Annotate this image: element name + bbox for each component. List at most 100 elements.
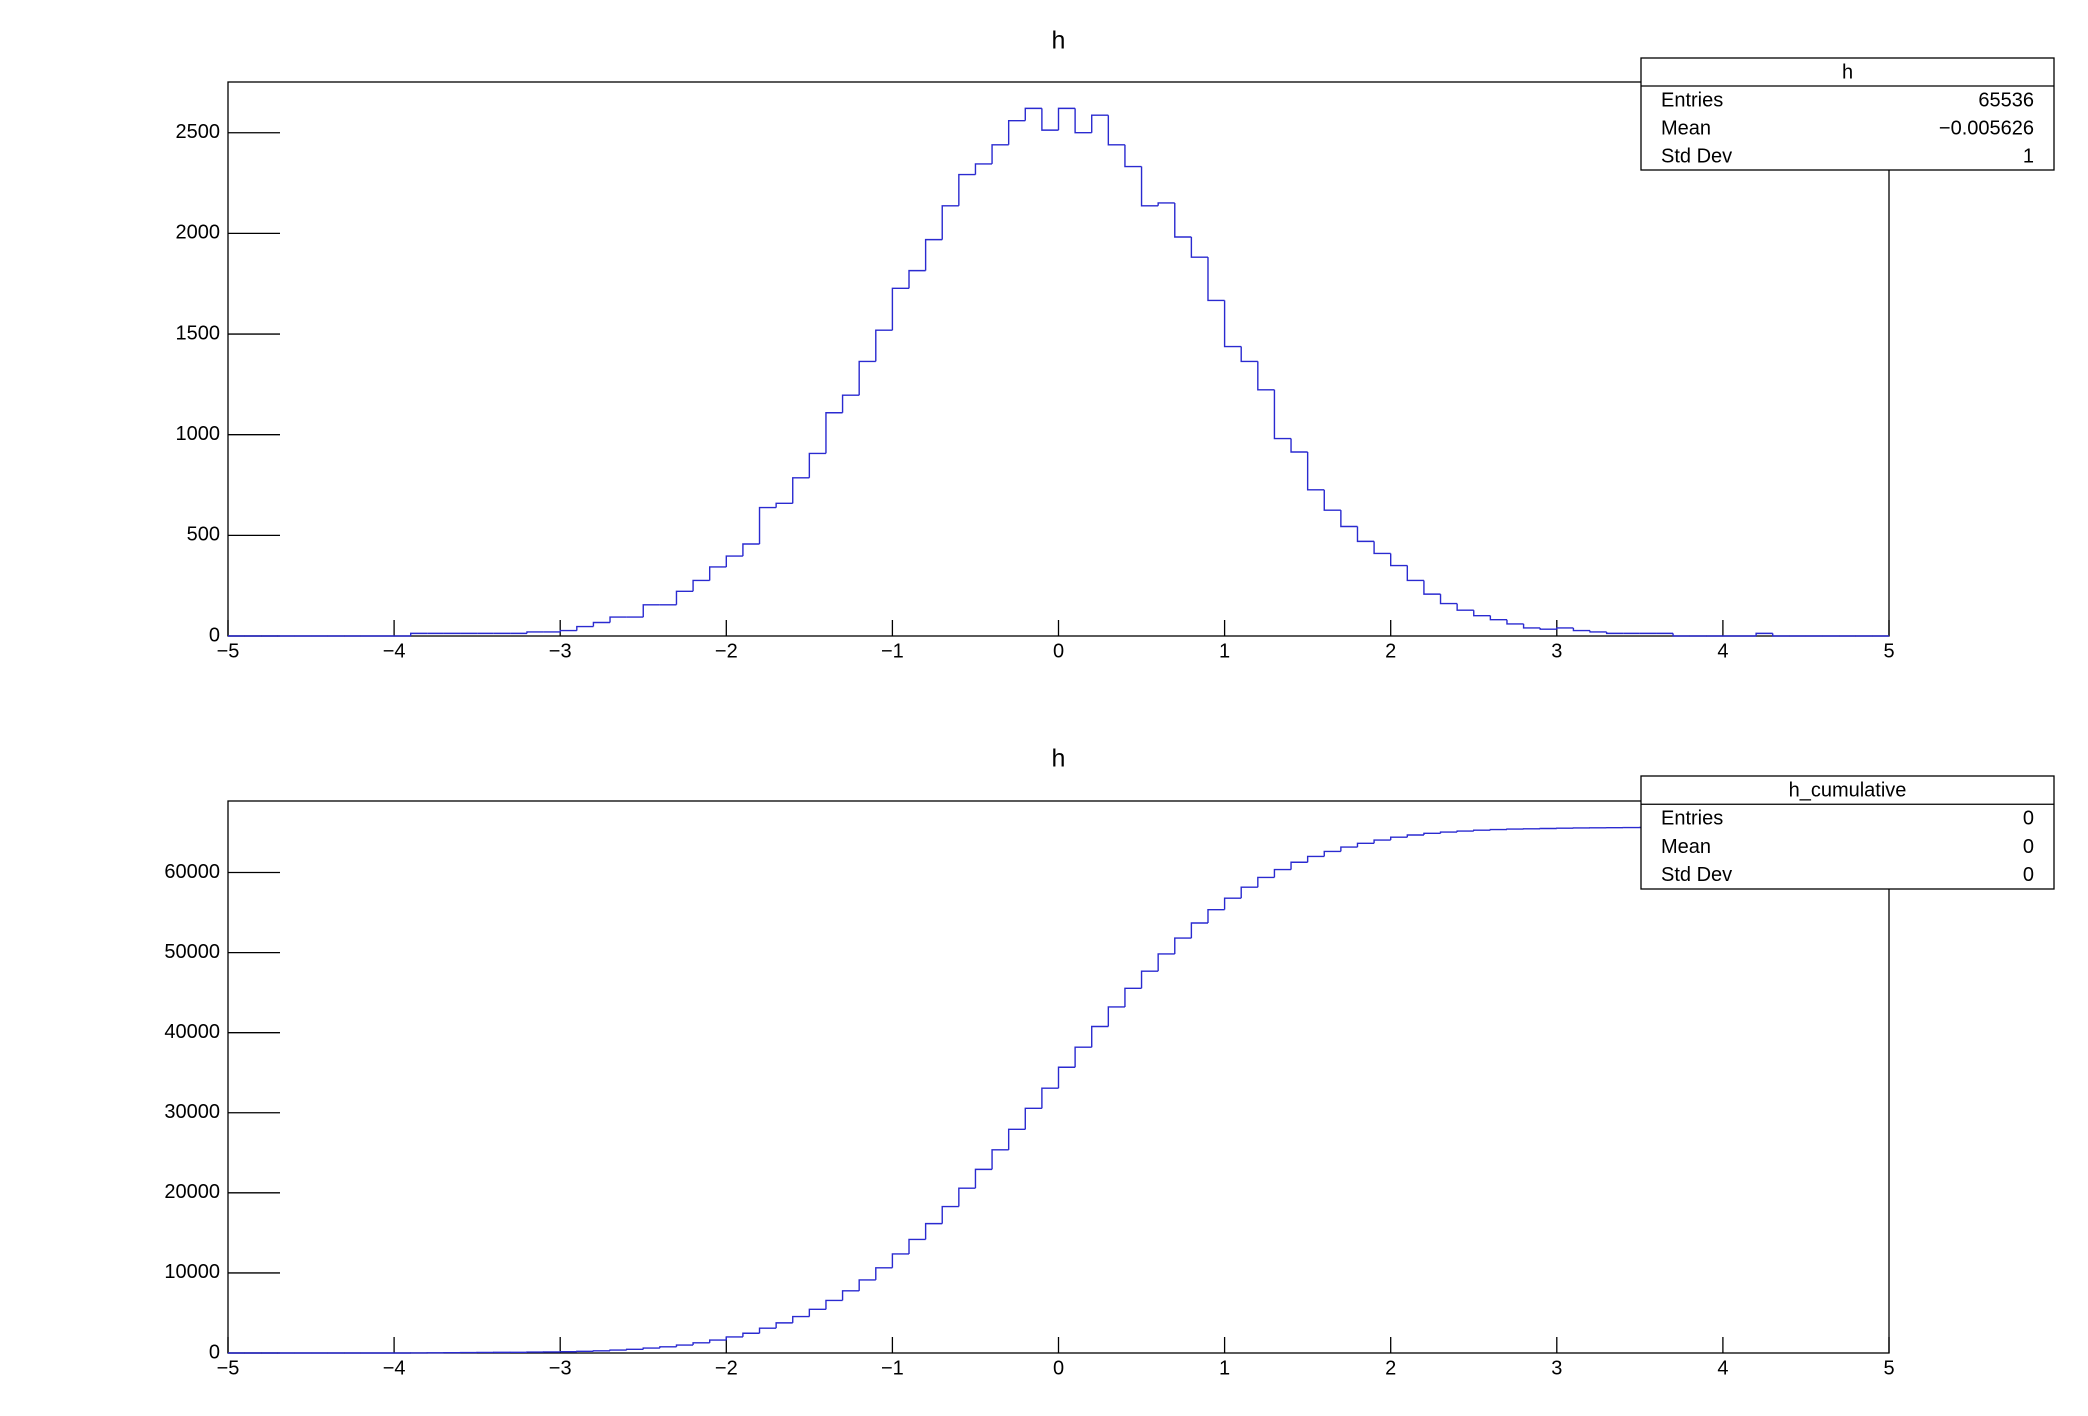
- histogram-bin: [958, 1187, 976, 1207]
- histogram-bin: [891, 287, 910, 331]
- x-tick-label: −4: [383, 640, 406, 662]
- histogram-bin: [1406, 565, 1424, 582]
- plot: h −5 −4 −3 −2 −1 0 1 2 3 4 5 0 500 1000 1500 2000 2500 h En…: [176, 27, 2055, 662]
- y-tick-label: 2500: [176, 121, 221, 143]
- histogram-bin: [1257, 361, 1275, 391]
- histogram-bin: [1306, 855, 1325, 863]
- histogram-bin: [1041, 1087, 1059, 1109]
- stats-label: Std Dev: [1661, 864, 1732, 886]
- histogram-bin: [642, 604, 660, 618]
- histogram-bin: [991, 1149, 1009, 1170]
- y-tick-label: 20000: [164, 1181, 220, 1203]
- histogram-bin: [841, 394, 860, 413]
- histogram-bin: [1489, 615, 1507, 621]
- histogram-bin: [1572, 627, 1591, 632]
- histogram-bin: [1157, 953, 1175, 972]
- y-tick-label: 40000: [164, 1021, 220, 1043]
- histogram-bin: [592, 621, 611, 627]
- histogram-bin: [958, 173, 976, 206]
- histogram-bin: [742, 1332, 760, 1337]
- stats-label: Entries: [1661, 808, 1723, 830]
- x-tick-label: −1: [881, 1357, 904, 1379]
- histogram-bin: [908, 269, 926, 289]
- stats-value: 1: [2023, 145, 2034, 167]
- histogram-bin: [1373, 839, 1391, 844]
- histogram-bin: [1041, 108, 1059, 131]
- y-tick-label: 30000: [164, 1101, 220, 1123]
- histogram-bin: [1057, 107, 1076, 131]
- x-tick-label: 2: [1385, 1357, 1396, 1379]
- x-tick-label: 3: [1551, 1357, 1562, 1379]
- histogram-bin: [775, 502, 793, 508]
- x-tick-label: −3: [549, 640, 572, 662]
- histogram-bin: [1323, 850, 1341, 857]
- stats-value: 0: [2023, 836, 2034, 858]
- histogram-bin: [1091, 114, 1109, 133]
- histogram-bin: [1439, 594, 1458, 605]
- histogram-bin: [1140, 970, 1159, 989]
- x-tick-label: 0: [1053, 1357, 1064, 1379]
- x-tick-label: 3: [1551, 640, 1562, 662]
- histogram-bin: [1007, 1128, 1026, 1150]
- histogram-bin: [825, 412, 843, 454]
- histogram-bin: [1174, 202, 1192, 238]
- x-tick-label: 4: [1717, 1357, 1728, 1379]
- stats-box: [1640, 775, 2055, 890]
- histogram-bin: [410, 632, 428, 636]
- histogram-bin: [1107, 1006, 1125, 1027]
- histogram-bin: [792, 1315, 810, 1323]
- histogram-bin: [941, 1205, 959, 1224]
- histogram-bin: [1273, 389, 1292, 440]
- histogram-bin: [875, 329, 893, 362]
- histogram-bin: [1373, 541, 1391, 555]
- frame: [227, 81, 1890, 637]
- histogram-bin: [1340, 846, 1358, 852]
- histogram-bin: [1473, 610, 1491, 617]
- histogram-bin: [708, 1339, 727, 1343]
- histogram-bin: [1672, 633, 1690, 637]
- histogram-bin: [758, 1327, 777, 1334]
- y-tick-label: 0: [209, 624, 220, 646]
- histogram-bin: [1240, 346, 1258, 363]
- histogram-bin: [1257, 876, 1275, 888]
- histogram-bin: [1290, 861, 1308, 870]
- y-tick-label: 60000: [164, 861, 220, 883]
- histogram-bin: [642, 1347, 660, 1350]
- histogram-bin: [808, 1308, 826, 1317]
- histogram-bin: [1456, 603, 1474, 611]
- histogram-bin: [1755, 632, 1773, 636]
- histogram-bin: [1107, 115, 1125, 146]
- stats-box: [1640, 57, 2055, 171]
- histogram-bin: [559, 629, 577, 632]
- histogram-bin: [675, 1344, 694, 1347]
- histogram-bin: [924, 1222, 943, 1240]
- histogram-bin: [1057, 1066, 1076, 1089]
- y-tick-label: 50000: [164, 941, 220, 963]
- histogram-bin: [974, 1168, 993, 1189]
- histogram-bin: [1124, 144, 1142, 168]
- histogram-bin: [1174, 937, 1192, 954]
- histogram-bin: [875, 1267, 893, 1280]
- histogram-bin: [1473, 829, 1491, 832]
- histogram-bin: [725, 1336, 743, 1341]
- histogram-bin: [1306, 452, 1325, 491]
- histogram-bin: [1356, 842, 1375, 848]
- histogram-bin: [1772, 633, 1790, 637]
- x-tick-label: 1: [1219, 1357, 1230, 1379]
- stats-label: Mean: [1661, 117, 1711, 139]
- x-tick-label: 1: [1219, 640, 1230, 662]
- histogram-bin: [725, 555, 743, 567]
- histogram-bin: [1124, 987, 1142, 1007]
- histogram-bin: [858, 1279, 876, 1291]
- histogram-bin: [675, 590, 694, 605]
- histogram-bin: [609, 616, 627, 623]
- histogram-bin: [908, 1238, 926, 1254]
- stats-label: Mean: [1661, 836, 1711, 858]
- histogram-bin: [1439, 831, 1458, 834]
- histogram-bin: [1423, 832, 1441, 836]
- x-tick-label: 5: [1883, 1357, 1894, 1379]
- histogram-bin: [1589, 630, 1607, 633]
- histogram-bin: [1140, 166, 1159, 207]
- histogram-bin: [808, 452, 826, 478]
- histogram-bin: [1223, 300, 1242, 348]
